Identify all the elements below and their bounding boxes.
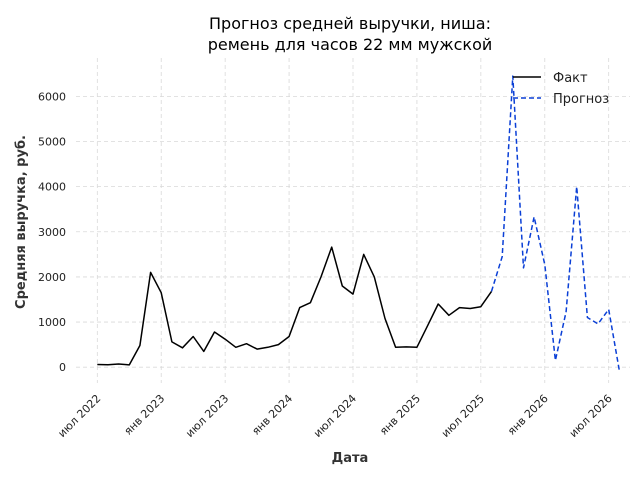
y-tick-label: 5000: [38, 136, 66, 149]
x-tick-label: янв 2023: [122, 392, 168, 438]
x-tick-label: июл 2023: [183, 392, 231, 440]
x-axis-ticks: июл 2022 янв 2023 июл 2023 янв 2024 июл 2024…: [55, 392, 614, 440]
y-tick-label: 0: [59, 361, 66, 374]
series-lines: [97, 75, 621, 371]
x-tick-label: янв 2025: [377, 392, 423, 438]
x-tick-label: янв 2026: [505, 392, 551, 438]
grid: [76, 58, 630, 383]
y-axis-ticks: 0 1000 2000 3000 4000 5000 6000: [38, 90, 66, 374]
forecast-series-line: [490, 75, 621, 371]
y-tick-label: 4000: [38, 181, 66, 194]
legend: Факт Прогноз: [513, 71, 609, 107]
x-tick-label: июл 2022: [55, 392, 103, 440]
y-tick-label: 1000: [38, 316, 66, 329]
x-tick-label: янв 2024: [249, 392, 295, 438]
x-axis-label: Дата: [332, 451, 369, 466]
actual-series-line: [97, 246, 493, 366]
chart-title-line-1: Прогноз средней выручки, ниша:: [209, 14, 491, 33]
legend-label: Прогноз: [553, 92, 609, 107]
x-tick-label: июл 2025: [439, 392, 487, 440]
x-tick-label: июл 2024: [311, 392, 359, 440]
y-axis-label: Средняя выручка, руб.: [14, 135, 29, 309]
chart-title-line-2: ремень для часов 22 мм мужской: [208, 35, 493, 54]
y-tick-label: 3000: [38, 226, 66, 239]
y-tick-label: 6000: [38, 90, 66, 103]
x-tick-label: июл 2026: [567, 392, 615, 440]
legend-label: Факт: [553, 71, 588, 86]
y-tick-label: 2000: [38, 271, 66, 284]
